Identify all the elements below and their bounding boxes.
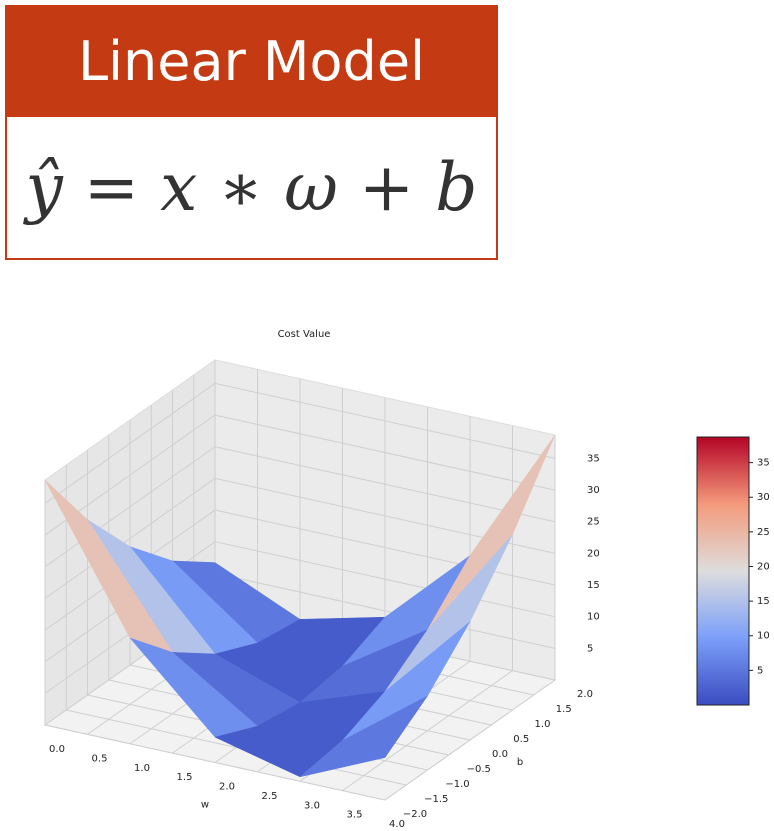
y-axis-label: b	[517, 757, 523, 768]
slide-title: Linear Model	[5, 5, 498, 117]
z-tick-label: 15	[587, 580, 600, 591]
grid-line	[44, 724, 386, 801]
z-tick-label: 10	[587, 612, 600, 623]
z-tick-label: 30	[587, 485, 600, 496]
x-tick-label: 0.0	[49, 744, 65, 755]
grid-line	[214, 572, 556, 649]
colorbar-tick-label: 10	[757, 631, 770, 642]
colorbar-tick-label: 35	[757, 458, 770, 469]
grid-line	[214, 382, 556, 459]
y-tick-label: −0.5	[467, 764, 491, 775]
x-tick-label: 3.5	[347, 810, 363, 821]
grid-line	[214, 446, 556, 523]
grid-line	[44, 446, 216, 568]
x-tick-label: 1.5	[177, 772, 193, 783]
chart-title: Cost Value	[278, 329, 331, 340]
x-tick-label: 0.5	[92, 753, 108, 764]
surface-patch	[299, 695, 428, 778]
colorbar-tick-label: 30	[757, 492, 770, 503]
y-tick-label: 0.5	[513, 734, 529, 745]
colorbar	[696, 436, 750, 706]
y-tick-label: 0.0	[492, 749, 508, 760]
colorbar-tick-label: 5	[757, 665, 763, 676]
z-tick-label: 5	[587, 643, 593, 654]
y-tick-label: 1.0	[535, 719, 551, 730]
z-tick-label: 20	[587, 548, 600, 559]
x-tick-label: 2.0	[219, 782, 235, 793]
z-tick-label: 35	[587, 453, 600, 464]
y-tick-label: −2.0	[403, 809, 427, 820]
grid-line	[214, 541, 556, 618]
x-tick-label: 1.0	[134, 763, 150, 774]
grid-line	[44, 477, 216, 599]
colorbar-tick-label: 20	[757, 561, 770, 572]
y-tick-label: 2.0	[577, 689, 593, 700]
grid-line	[66, 709, 407, 786]
x-tick-label: 3.0	[304, 800, 320, 811]
y-tick-label: −1.5	[424, 794, 448, 805]
grid-line	[44, 383, 216, 504]
y-tick-label: 1.5	[556, 704, 572, 715]
z-tick-label: 25	[587, 517, 600, 528]
x-axis-label: w	[201, 800, 209, 811]
grid-line	[214, 509, 556, 586]
grid-line	[214, 414, 556, 491]
x-tick-label: 4.0	[389, 819, 405, 830]
colorbar-tick-label: 25	[757, 527, 770, 538]
colorbar-tick-label: 15	[757, 596, 770, 607]
formula: ŷ = x ∗ ω + b	[5, 117, 498, 260]
x-tick-label: 2.5	[262, 791, 278, 802]
y-tick-label: −1.0	[445, 779, 469, 790]
